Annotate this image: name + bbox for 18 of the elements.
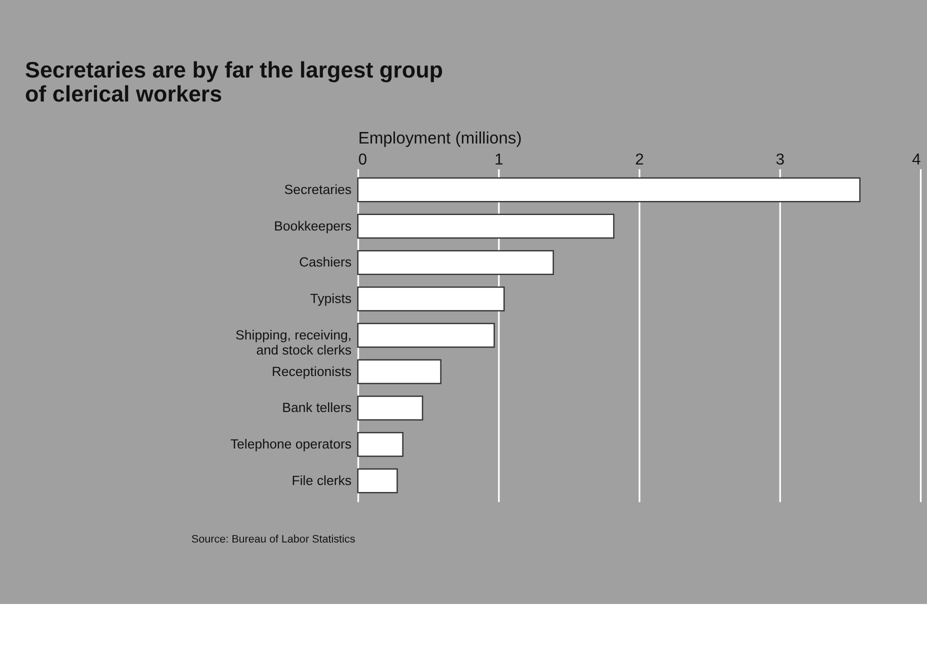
y-tick-label: File clerks [292, 472, 352, 488]
x-tick-label: 4 [912, 151, 921, 168]
y-tick-label: Secretaries [284, 182, 352, 197]
y-tick-label: Bank tellers [282, 400, 352, 416]
y-tick-label: Typists [310, 291, 352, 306]
y-tick-label: Telephone operators [230, 436, 352, 452]
x-tick-label: 3 [776, 151, 785, 168]
y-tick-label: Shipping, receiving, and stock clerks [236, 327, 352, 358]
x-tick-label: 1 [494, 151, 504, 168]
text: of clerical workers [24, 81, 222, 106]
y-tick-label: Bookkeepers [274, 218, 352, 234]
source-note: Source: Bureau of Labor Statistics [191, 533, 356, 546]
x-axis-title: Employment (millions) [358, 128, 522, 148]
y-tick-label: Receptionists [272, 364, 352, 379]
y-tick-label: Cashiers [299, 254, 352, 270]
x-tick-label: 2 [635, 151, 644, 168]
text: Secretaries are by far the largest group [24, 57, 444, 82]
x-tick-label: 0 [358, 151, 368, 168]
